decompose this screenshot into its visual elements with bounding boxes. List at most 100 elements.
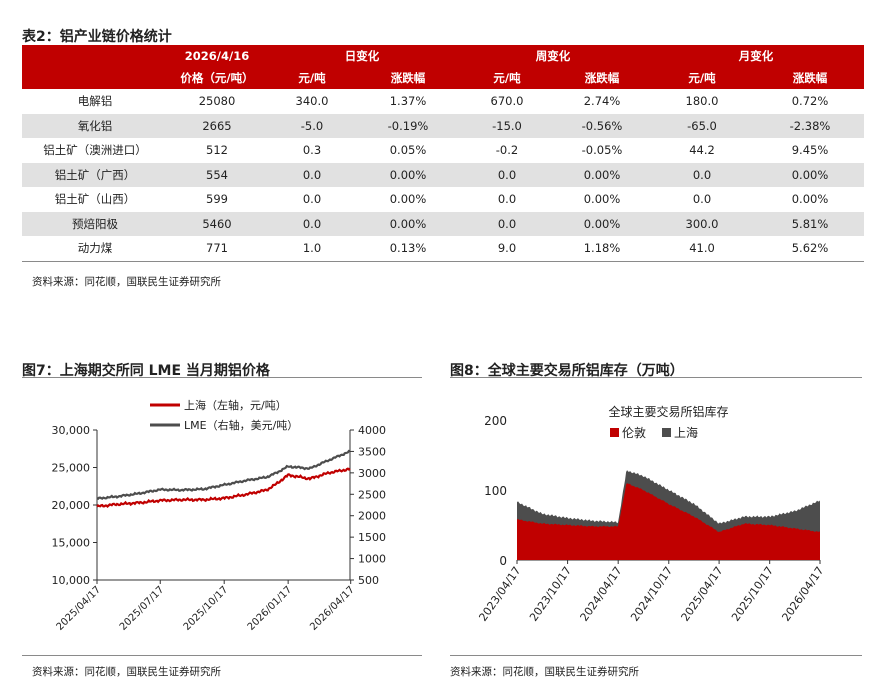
table-cell: 1.37% bbox=[389, 94, 427, 109]
row-label: 铝土矿（广西） bbox=[22, 162, 168, 187]
series-line-lme bbox=[96, 449, 351, 500]
table-cell: 0.3 bbox=[302, 143, 322, 158]
header-date: 2026/4/16 bbox=[168, 45, 266, 67]
table-cell: 0.13% bbox=[358, 236, 458, 262]
right-tick-label: 4000 bbox=[358, 424, 386, 437]
legend-label: LME（右轴，美元/吨） bbox=[184, 418, 298, 432]
table-cell: -0.19% bbox=[358, 113, 458, 138]
table-row: 铝土矿（山西） 599 0.0 0.00% 0.0 0.00% 0.0 0.00% bbox=[22, 187, 864, 212]
table-cell: 670.0 bbox=[490, 94, 524, 109]
right-tick-label: 2000 bbox=[358, 510, 386, 523]
right-tick-label: 2500 bbox=[358, 488, 386, 501]
header-row-1: 2026/4/16 日变化 周变化 月变化 bbox=[22, 45, 864, 67]
table-cell: -0.2 bbox=[495, 143, 519, 158]
y-tick-label: 0 bbox=[499, 554, 507, 568]
left-tick-label: 20,000 bbox=[52, 499, 91, 512]
right-tick-label: 3500 bbox=[358, 445, 386, 458]
table-cell: 0.00% bbox=[756, 162, 864, 187]
header-row-2: 价格（元/吨） 元/吨 涨跌幅 元/吨 涨跌幅 元/吨 涨跌幅 bbox=[22, 67, 864, 89]
x-tick-label: 2026/04/17 bbox=[308, 584, 357, 633]
left-tick-label: 25,000 bbox=[52, 462, 91, 475]
table-cell: 0.0 bbox=[497, 192, 517, 207]
table-cell: -5.0 bbox=[266, 113, 358, 138]
table-cell: -65.0 bbox=[648, 113, 756, 138]
table-row: 氧化铝 2665 -5.0 -0.19% -15.0 -0.56% -65.0 -2.38% bbox=[22, 113, 864, 138]
x-tick-label: 2023/04/17 bbox=[476, 564, 523, 623]
row-label: 铝土矿（山西） bbox=[54, 192, 136, 207]
table-cell: 0.0 bbox=[458, 162, 556, 187]
table-cell: -2.38% bbox=[756, 113, 864, 138]
chart-title: 全球主要交易所铝库存 bbox=[608, 404, 728, 419]
legend-swatch bbox=[610, 428, 619, 437]
table-cell: 44.2 bbox=[689, 143, 715, 158]
table-cell: 0.0 bbox=[458, 211, 556, 236]
table-cell: 1.18% bbox=[556, 236, 648, 262]
table-cell: 180.0 bbox=[685, 94, 719, 109]
y-tick-label: 100 bbox=[484, 484, 507, 498]
header-cell: 元/吨 bbox=[266, 67, 358, 89]
table-cell: 0.00% bbox=[556, 162, 648, 187]
table-cell: 0.00% bbox=[358, 211, 458, 236]
table-body: 电解铝 25080 340.0 1.37% 670.0 2.74% 180.0 0.72% 氧化… bbox=[22, 89, 864, 262]
table-cell: 0.72% bbox=[791, 94, 829, 109]
x-tick-label: 2025/04/17 bbox=[55, 584, 104, 633]
x-tick-label: 2025/10/17 bbox=[729, 564, 776, 623]
right-tick-label: 500 bbox=[358, 574, 379, 587]
fig7-title: 图7：上海期交所同 LME 当月期铝价格 bbox=[22, 363, 270, 379]
table-cell: 0.00% bbox=[389, 192, 427, 207]
right-tick-label: 1000 bbox=[358, 553, 386, 566]
table-cell: -15.0 bbox=[458, 113, 556, 138]
table-cell: 599 bbox=[206, 192, 228, 207]
price-table: 2026/4/16 日变化 周变化 月变化 价格（元/吨） 元/吨 涨跌幅 元/… bbox=[22, 45, 864, 262]
table-cell: 25080 bbox=[198, 94, 236, 109]
fig8-title: 图8：全球主要交易所铝库存（万吨） bbox=[450, 363, 684, 379]
area-london bbox=[517, 483, 820, 560]
table-cell: 0.0 bbox=[692, 192, 712, 207]
legend-label: 上海（左轴，元/吨） bbox=[184, 398, 287, 412]
row-label: 动力煤 bbox=[22, 236, 168, 262]
right-tick-label: 1500 bbox=[358, 531, 386, 544]
header-cell: 元/吨 bbox=[648, 67, 756, 89]
table-cell: 41.0 bbox=[648, 236, 756, 262]
fig7-source: 资料来源：同花顺，国联民生证券研究所 bbox=[32, 666, 221, 678]
table-cell: -0.05% bbox=[581, 143, 623, 158]
table-cell: 5.81% bbox=[756, 211, 864, 236]
table-cell: 512 bbox=[206, 143, 228, 158]
table-row: 铝土矿（广西） 554 0.0 0.00% 0.0 0.00% 0.0 0.00% bbox=[22, 162, 864, 187]
x-tick-label: 2026/04/17 bbox=[779, 564, 826, 623]
right-tick-label: 3000 bbox=[358, 467, 386, 480]
table-cell: 771 bbox=[168, 236, 266, 262]
table-row: 动力煤 771 1.0 0.13% 9.0 1.18% 41.0 5.62% bbox=[22, 236, 864, 262]
x-tick-label: 2025/04/17 bbox=[679, 564, 726, 623]
table-cell: 5460 bbox=[168, 211, 266, 236]
x-tick-label: 2025/10/17 bbox=[182, 584, 231, 633]
fig8-source: 资料来源：同花顺，国联民生证券研究所 bbox=[450, 666, 639, 678]
fig7-title-rule bbox=[22, 377, 422, 378]
table-cell: 554 bbox=[168, 162, 266, 187]
table-cell: 0.00% bbox=[358, 162, 458, 187]
left-tick-label: 30,000 bbox=[52, 424, 91, 437]
table-cell: 0.05% bbox=[389, 143, 427, 158]
table-cell: 0.0 bbox=[302, 192, 322, 207]
header-cell: 涨跌幅 bbox=[756, 67, 864, 89]
header-month-change: 月变化 bbox=[648, 45, 864, 67]
table-cell: 1.0 bbox=[266, 236, 358, 262]
header-cell: 涨跌幅 bbox=[556, 67, 648, 89]
table-title: 表2：铝产业链价格统计 bbox=[22, 29, 172, 45]
table-source: 资料来源：同花顺，国联民生证券研究所 bbox=[32, 276, 221, 288]
x-tick-label: 2024/10/17 bbox=[628, 564, 675, 623]
table-cell: 0.0 bbox=[266, 162, 358, 187]
x-tick-label: 2024/04/17 bbox=[578, 564, 625, 623]
table-cell: 300.0 bbox=[648, 211, 756, 236]
table-cell: 2665 bbox=[168, 113, 266, 138]
series-line-shanghai bbox=[96, 467, 351, 508]
table-cell: 9.0 bbox=[458, 236, 556, 262]
row-label: 电解铝 bbox=[77, 94, 113, 109]
header-cell: 涨跌幅 bbox=[358, 67, 458, 89]
left-tick-label: 10,000 bbox=[52, 574, 91, 587]
row-label: 氧化铝 bbox=[22, 113, 168, 138]
table-row: 电解铝 25080 340.0 1.37% 670.0 2.74% 180.0 0.72% bbox=[22, 89, 864, 114]
header-cell: 价格（元/吨） bbox=[168, 67, 266, 89]
table-cell: 9.45% bbox=[791, 143, 829, 158]
